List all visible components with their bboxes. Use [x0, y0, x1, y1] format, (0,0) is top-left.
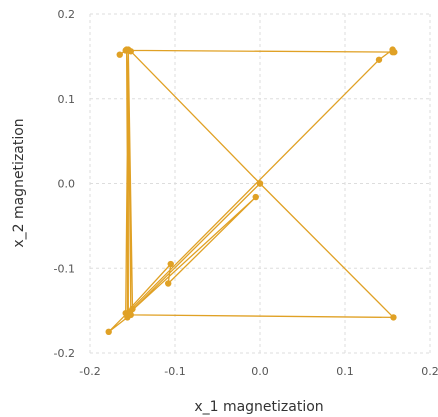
data-point-20 — [390, 314, 397, 321]
data-point-13 — [167, 260, 174, 268]
data-point-5 — [105, 328, 112, 336]
x-tick-label: -0.1 — [164, 365, 185, 378]
x-tick-label: 0.0 — [251, 365, 269, 378]
y-tick-label: 0.0 — [58, 178, 76, 191]
y-tick-label: -0.2 — [54, 347, 75, 360]
x-axis-title: x_1 magnetization — [194, 399, 323, 415]
x-tick-label: -0.2 — [79, 365, 100, 378]
y-tick-label: 0.1 — [58, 93, 76, 106]
data-point-15 — [252, 193, 259, 201]
data-point-0 — [116, 51, 123, 58]
data-point-14 — [165, 280, 172, 287]
y-tick-label: 0.2 — [58, 8, 76, 21]
y-tick-label: -0.1 — [54, 262, 75, 275]
data-point-4 — [375, 56, 383, 63]
series-layer — [105, 46, 398, 336]
grid-layer — [89, 13, 431, 354]
data-point-22 — [125, 47, 132, 54]
data-point-21 — [127, 311, 134, 319]
data-point-23 — [389, 48, 396, 56]
y-axis-title: x_2 magnetization — [11, 118, 27, 247]
x-tick-label: 0.2 — [421, 365, 438, 378]
series-line-0 — [108, 48, 395, 333]
data-point-19 — [256, 180, 264, 187]
tick-layer: -0.2 -0.1 0.0 0.1 0.2 -0.2 -0.1 0.0 0.1 0.2 — [54, 8, 438, 378]
x-tick-label: 0.1 — [336, 365, 354, 378]
